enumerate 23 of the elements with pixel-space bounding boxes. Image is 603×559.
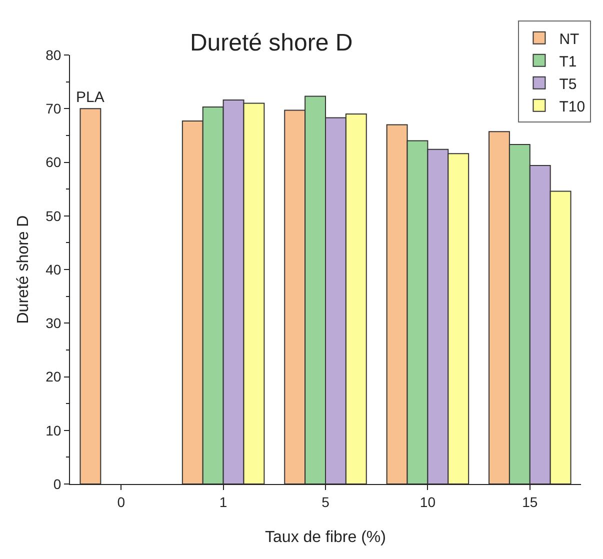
y-tick-label: 20 xyxy=(46,368,62,385)
y-tick-label: 0 xyxy=(53,476,62,492)
y-tick-label: 40 xyxy=(46,261,62,278)
legend-label: NT xyxy=(559,30,580,48)
y-tick-label: 10 xyxy=(46,422,62,438)
y-tick-label: 60 xyxy=(46,154,62,170)
chart-title: Dureté shore D xyxy=(190,29,353,56)
x-axis-title: Taux de fibre (%) xyxy=(265,529,386,546)
y-tick-label: 70 xyxy=(46,100,62,117)
x-tick-label: 0 xyxy=(117,494,126,510)
y-axis-title: Dureté shore D xyxy=(15,215,32,324)
legend-label: T5 xyxy=(559,76,577,93)
y-tick-label: 50 xyxy=(46,208,62,224)
y-tick-label: 80 xyxy=(46,46,62,63)
x-tick-label: 15 xyxy=(522,494,538,510)
x-tick-label: 5 xyxy=(322,494,330,510)
x-tick-label: 10 xyxy=(420,494,436,510)
y-tick-label: 30 xyxy=(46,315,62,332)
x-tick-label: 1 xyxy=(219,494,228,510)
bar xyxy=(80,108,102,484)
annotation: PLA xyxy=(76,89,104,106)
legend-label: T1 xyxy=(559,53,577,70)
legend-label: T10 xyxy=(559,98,586,116)
